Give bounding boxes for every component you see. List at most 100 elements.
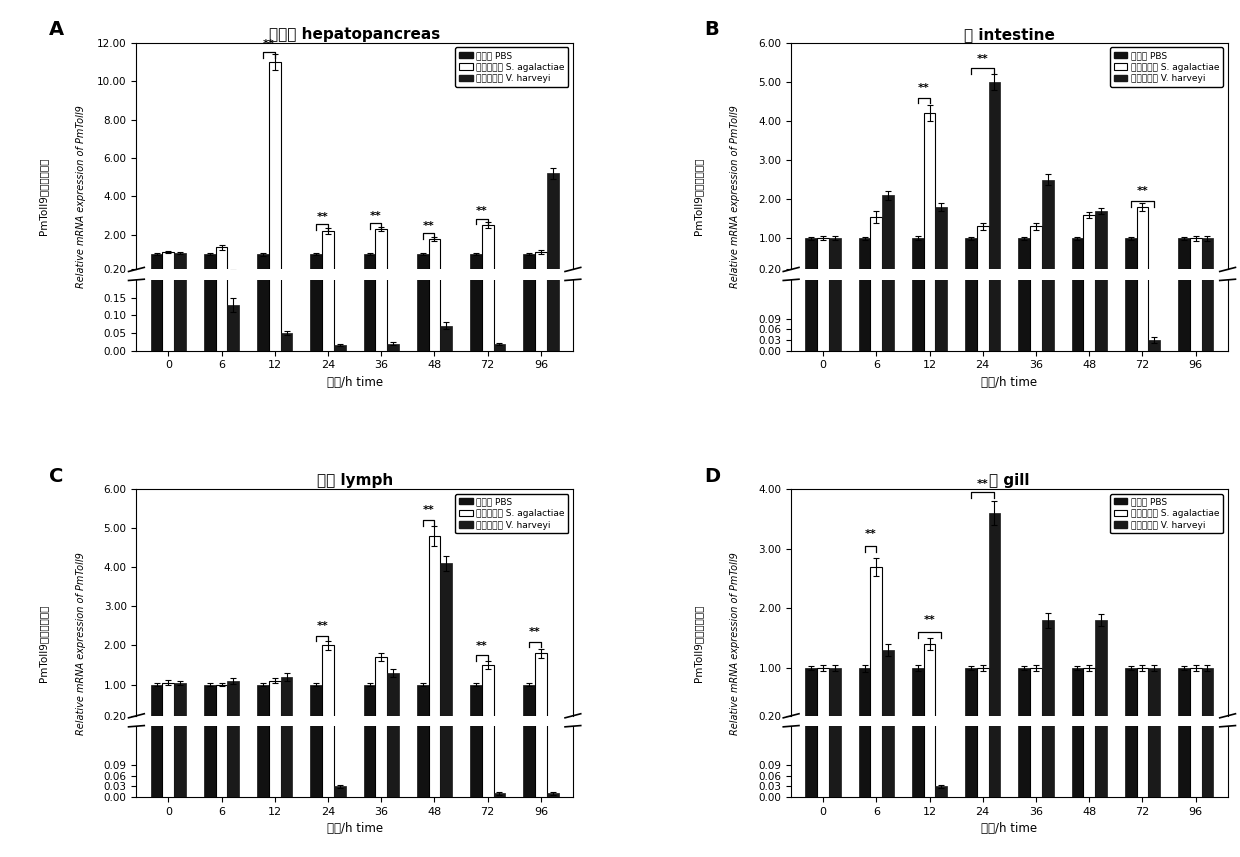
Bar bbox=[1148, 668, 1159, 728]
Text: PmToll9的相对表达量: PmToll9的相对表达量 bbox=[693, 604, 703, 682]
Bar bbox=[1084, 443, 1095, 797]
Bar bbox=[536, 252, 547, 273]
Bar bbox=[924, 302, 935, 797]
Bar bbox=[911, 0, 924, 351]
Text: Relative mRNA expression of PmToll9: Relative mRNA expression of PmToll9 bbox=[76, 105, 86, 288]
Bar bbox=[935, 726, 947, 728]
Bar bbox=[1095, 159, 1107, 797]
Text: Relative mRNA expression of PmToll9: Relative mRNA expression of PmToll9 bbox=[730, 105, 740, 288]
Bar bbox=[924, 0, 935, 351]
Bar bbox=[376, 229, 387, 273]
Bar bbox=[1137, 0, 1148, 351]
Text: **: ** bbox=[476, 640, 487, 650]
Bar bbox=[1202, 443, 1213, 797]
Bar bbox=[1018, 0, 1030, 351]
Bar bbox=[334, 722, 346, 723]
Bar bbox=[859, 668, 870, 728]
Bar bbox=[828, 668, 841, 728]
Bar bbox=[817, 443, 828, 797]
Bar bbox=[494, 344, 505, 351]
Text: PmToll9的相对表达量: PmToll9的相对表达量 bbox=[38, 604, 48, 682]
Bar bbox=[322, 645, 334, 723]
Bar bbox=[280, 333, 293, 351]
Bar bbox=[310, 443, 322, 797]
Bar bbox=[1125, 443, 1137, 797]
Bar bbox=[227, 680, 239, 723]
Bar bbox=[387, 673, 399, 723]
Bar bbox=[1018, 238, 1030, 278]
X-axis label: 时间/h time: 时间/h time bbox=[981, 822, 1038, 836]
Bar bbox=[269, 408, 280, 797]
Bar bbox=[417, 0, 429, 351]
Bar bbox=[547, 794, 558, 797]
Bar bbox=[1137, 668, 1148, 728]
Bar bbox=[817, 238, 828, 278]
Bar bbox=[977, 0, 988, 351]
Bar bbox=[547, 0, 558, 351]
Bar bbox=[1042, 180, 1054, 278]
Text: Relative mRNA expression of PmToll9: Relative mRNA expression of PmToll9 bbox=[730, 552, 740, 734]
Bar bbox=[227, 271, 239, 273]
Bar bbox=[806, 0, 817, 351]
Text: **: ** bbox=[977, 53, 988, 63]
Bar bbox=[935, 787, 947, 797]
Bar bbox=[269, 680, 280, 723]
Bar bbox=[1084, 0, 1095, 351]
Text: **: ** bbox=[918, 83, 930, 93]
Bar bbox=[470, 254, 482, 273]
Bar bbox=[1071, 0, 1084, 351]
Bar bbox=[1018, 443, 1030, 797]
Bar bbox=[417, 254, 429, 273]
Text: **: ** bbox=[423, 220, 434, 231]
Bar bbox=[470, 443, 482, 797]
Bar bbox=[482, 266, 494, 797]
Bar bbox=[310, 685, 322, 723]
Bar bbox=[174, 682, 186, 723]
Bar bbox=[227, 408, 239, 797]
Bar bbox=[523, 443, 536, 797]
Bar bbox=[257, 685, 269, 723]
Bar bbox=[440, 0, 453, 797]
Bar bbox=[523, 0, 536, 351]
Bar bbox=[269, 62, 280, 273]
Bar bbox=[924, 644, 935, 728]
Bar bbox=[977, 226, 988, 278]
Bar bbox=[988, 82, 1001, 278]
Title: 肠 intestine: 肠 intestine bbox=[963, 27, 1055, 42]
Bar bbox=[965, 443, 977, 797]
Legend: 对照组 PBS, 无乳链球菌 S. agalactiae, 哈维氏弧菌 V. harveyi: 对照组 PBS, 无乳链球菌 S. agalactiae, 哈维氏弧菌 V. h… bbox=[1110, 47, 1223, 87]
Bar bbox=[174, 0, 186, 351]
Bar bbox=[828, 238, 841, 278]
Text: PmToll9的相对表达量: PmToll9的相对表达量 bbox=[38, 158, 48, 236]
Bar bbox=[1084, 215, 1095, 278]
Legend: 对照组 PBS, 无乳链球菌 S. agalactiae, 哈维氏弧菌 V. harveyi: 对照组 PBS, 无乳链球菌 S. agalactiae, 哈维氏弧菌 V. h… bbox=[455, 47, 568, 87]
Bar bbox=[1137, 207, 1148, 278]
Bar bbox=[216, 443, 227, 797]
Bar bbox=[977, 668, 988, 728]
Bar bbox=[817, 668, 828, 728]
Bar bbox=[162, 252, 174, 273]
Bar bbox=[1030, 0, 1042, 351]
X-axis label: 时间/h time: 时间/h time bbox=[981, 376, 1038, 389]
Bar bbox=[935, 0, 947, 351]
Bar bbox=[977, 443, 988, 797]
Bar bbox=[870, 566, 882, 728]
Bar bbox=[1190, 668, 1202, 728]
Bar bbox=[1178, 443, 1190, 797]
Bar bbox=[1042, 620, 1054, 728]
Bar bbox=[482, 0, 494, 351]
Bar bbox=[205, 0, 216, 351]
Bar bbox=[1137, 443, 1148, 797]
Text: **: ** bbox=[423, 505, 434, 514]
Bar bbox=[440, 563, 453, 723]
Bar bbox=[174, 253, 186, 273]
Bar bbox=[363, 0, 376, 351]
Bar bbox=[174, 425, 186, 797]
Text: **: ** bbox=[263, 39, 275, 49]
Bar bbox=[1030, 668, 1042, 728]
Bar bbox=[376, 657, 387, 723]
Bar bbox=[911, 668, 924, 728]
Bar bbox=[216, 0, 227, 351]
Bar bbox=[417, 443, 429, 797]
Bar bbox=[494, 794, 505, 797]
